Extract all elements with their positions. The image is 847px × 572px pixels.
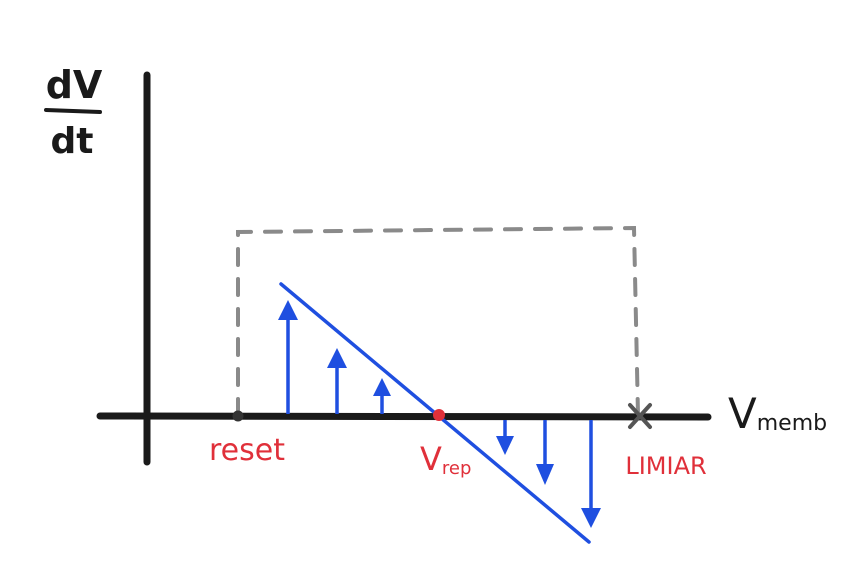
x-axis — [96, 412, 712, 421]
rest-label-subscript: rep — [442, 458, 472, 479]
down-arrow-3 — [581, 420, 601, 528]
down-arrow-2 — [536, 420, 554, 485]
y-label-fraction-bar — [44, 108, 102, 114]
up-arrow-1 — [278, 300, 298, 414]
threshold-x-mark — [628, 403, 652, 429]
x-label: Vmemb — [728, 389, 827, 438]
threshold-label: LIMIAR — [625, 452, 706, 480]
up-arrow-2 — [327, 348, 347, 414]
rest-label: Vrep — [420, 440, 471, 479]
down-arrow-1 — [496, 420, 514, 455]
rest-point — [433, 409, 445, 421]
x-label-main: V — [728, 389, 757, 438]
reset-point — [232, 410, 244, 422]
up-arrow-3 — [373, 378, 391, 414]
rest-label-main: V — [420, 440, 442, 478]
y-label-denominator: dt — [51, 121, 94, 162]
x-label-subscript: memb — [757, 411, 827, 436]
dashed-region — [236, 225, 640, 417]
reset-label: reset — [209, 433, 285, 468]
y-label-numerator: dV — [46, 63, 103, 107]
